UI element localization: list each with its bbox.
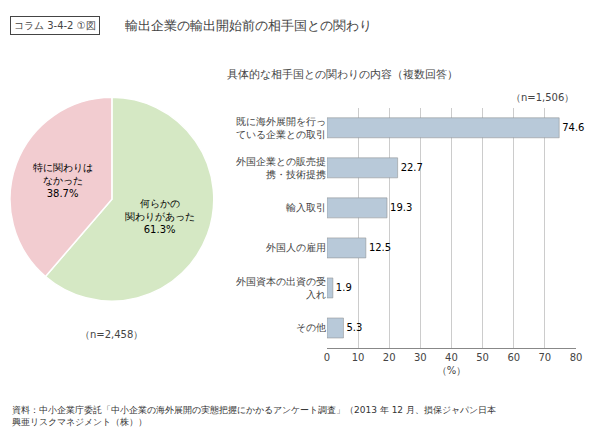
svg-text:輸入取引: 輸入取引 bbox=[286, 202, 326, 213]
svg-text:輸出企業の輸出開始前の相手国との関わり: 輸出企業の輸出開始前の相手国との関わり bbox=[125, 18, 372, 33]
svg-text:20: 20 bbox=[383, 352, 396, 363]
svg-text:外国人の雇用: 外国人の雇用 bbox=[266, 242, 326, 253]
svg-text:その他: その他 bbox=[296, 322, 326, 333]
svg-text:外国資本の出資の受入れ: 外国資本の出資の受入れ bbox=[236, 276, 326, 300]
svg-text:5.3: 5.3 bbox=[346, 322, 362, 333]
svg-text:30: 30 bbox=[414, 352, 427, 363]
svg-text:（%）: （%） bbox=[437, 365, 467, 376]
svg-text:0: 0 bbox=[324, 352, 330, 363]
svg-text:資料：中小企業庁委託「中小企業の海外展開の実態把握にかかるア: 資料：中小企業庁委託「中小企業の海外展開の実態把握にかかるアンケート調査」（20… bbox=[12, 405, 496, 427]
svg-text:10: 10 bbox=[352, 352, 365, 363]
svg-text:70: 70 bbox=[539, 352, 552, 363]
svg-text:既に海外展開を行っている企業との取引: 既に海外展開を行っている企業との取引 bbox=[236, 116, 326, 140]
svg-text:外国企業との販売提携・技術提携: 外国企業との販売提携・技術提携 bbox=[236, 156, 326, 180]
svg-text:コラム 3-4-2 ①図: コラム 3-4-2 ①図 bbox=[14, 20, 96, 31]
svg-text:（n=1,506）: （n=1,506） bbox=[511, 92, 574, 103]
svg-text:何らかの関わりがあった61.3%: 何らかの関わりがあった61.3% bbox=[125, 198, 195, 235]
svg-text:特に関わりはなかった38.7%: 特に関わりはなかった38.7% bbox=[33, 162, 93, 199]
svg-text:40: 40 bbox=[445, 352, 458, 363]
svg-text:80: 80 bbox=[570, 352, 583, 363]
svg-text:12.5: 12.5 bbox=[369, 242, 391, 253]
svg-text:50: 50 bbox=[476, 352, 489, 363]
svg-text:74.6: 74.6 bbox=[562, 122, 584, 133]
svg-text:60: 60 bbox=[507, 352, 520, 363]
svg-text:19.3: 19.3 bbox=[390, 202, 412, 213]
svg-text:1.9: 1.9 bbox=[336, 282, 352, 293]
svg-text:22.7: 22.7 bbox=[401, 162, 423, 173]
svg-text:具体的な相手国との関わりの内容（複数回答）: 具体的な相手国との関わりの内容（複数回答） bbox=[227, 68, 458, 81]
svg-text:（n=2,458）: （n=2,458） bbox=[80, 329, 143, 340]
